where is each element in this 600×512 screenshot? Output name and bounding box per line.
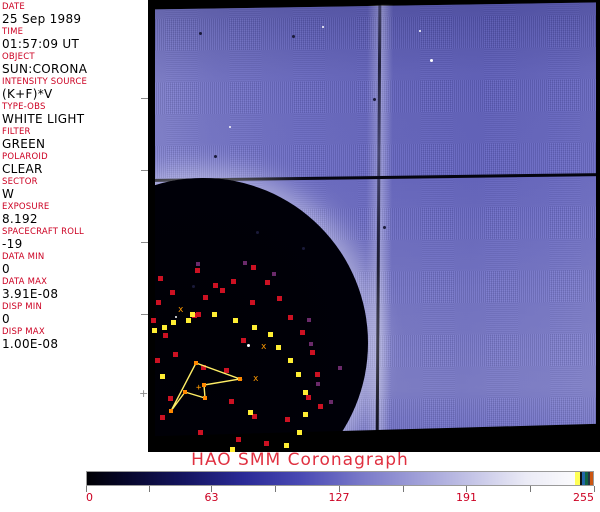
metadata-value: W bbox=[2, 187, 139, 201]
metadata-label: SECTOR bbox=[2, 177, 139, 187]
metadata-value: WHITE LIGHT bbox=[2, 112, 139, 126]
metadata-label: EXPOSURE bbox=[2, 202, 139, 212]
metadata-value: CLEAR bbox=[2, 162, 139, 176]
axis-tick-left bbox=[141, 314, 148, 315]
metadata-value: -19 bbox=[2, 237, 139, 251]
corona-field: + x x x bbox=[148, 0, 600, 452]
cross-marker: x bbox=[253, 375, 258, 384]
axis-tick-left bbox=[141, 170, 148, 171]
metadata-value: GREEN bbox=[2, 137, 139, 151]
metadata-label: DISP MAX bbox=[2, 327, 139, 337]
polygon-vertex[interactable] bbox=[183, 390, 187, 394]
colorbar[interactable] bbox=[86, 471, 594, 486]
polygon-center-marker: + bbox=[196, 384, 201, 393]
metadata-label: DATA MIN bbox=[2, 252, 139, 262]
metadata-row: INTENSITY SOURCE (K+F)*V bbox=[2, 77, 139, 101]
metadata-label: SPACECRAFT ROLL bbox=[2, 227, 139, 237]
colorbar-tick bbox=[594, 486, 595, 492]
colorbar-tick-label: 191 bbox=[456, 492, 477, 504]
metadata-row: DISP MAX 1.00E-08 bbox=[2, 327, 139, 351]
metadata-value: 01:57:09 UT bbox=[2, 37, 139, 51]
metadata-row: SPACECRAFT ROLL -19 bbox=[2, 227, 139, 251]
polygon-vertex[interactable] bbox=[194, 361, 198, 365]
colorbar-panel: HAO SMM Coronagraph 0 63 127 191 255 bbox=[0, 452, 600, 512]
colorbar-labels: 0 63 127 191 255 bbox=[86, 492, 594, 506]
metadata-panel: DATE 25 Sep 1989 TIME 01:57:09 UT OBJECT… bbox=[0, 0, 139, 455]
polygon-vertex[interactable] bbox=[203, 396, 207, 400]
colorbar-tick-label: 63 bbox=[204, 492, 218, 504]
colorbar-tick-label: 127 bbox=[328, 492, 349, 504]
polygon-vertex[interactable] bbox=[238, 377, 242, 381]
metadata-row: DATE 25 Sep 1989 bbox=[2, 2, 139, 26]
metadata-label: DISP MIN bbox=[2, 302, 139, 312]
coronagraph-image[interactable]: + x x x bbox=[148, 0, 600, 452]
metadata-value: 0 bbox=[2, 262, 139, 276]
metadata-value: 3.91E-08 bbox=[2, 287, 139, 301]
metadata-value: (K+F)*V bbox=[2, 87, 139, 101]
metadata-value: 25 Sep 1989 bbox=[2, 12, 139, 26]
colorbar-gradient bbox=[87, 472, 575, 485]
metadata-value: 1.00E-08 bbox=[2, 337, 139, 351]
metadata-label: OBJECT bbox=[2, 52, 139, 62]
metadata-value: 8.192 bbox=[2, 212, 139, 226]
axis-crosshair-left: + bbox=[139, 388, 148, 399]
metadata-label: DATA MAX bbox=[2, 277, 139, 287]
cross-marker: x bbox=[178, 306, 183, 315]
metadata-value: 0 bbox=[2, 312, 139, 326]
colorbar-tick-label: 0 bbox=[86, 492, 93, 504]
metadata-row: EXPOSURE 8.192 bbox=[2, 202, 139, 226]
metadata-row: TIME 01:57:09 UT bbox=[2, 27, 139, 51]
metadata-label: INTENSITY SOURCE bbox=[2, 77, 139, 87]
metadata-label: POLAROID bbox=[2, 152, 139, 162]
metadata-row: FILTER GREEN bbox=[2, 127, 139, 151]
metadata-label: TYPE-OBS bbox=[2, 102, 139, 112]
metadata-row: DATA MIN 0 bbox=[2, 252, 139, 276]
metadata-row: OBJECT SUN:CORONA bbox=[2, 52, 139, 76]
colorbar-end-band bbox=[590, 472, 593, 485]
colorbar-tick-label: 255 bbox=[573, 492, 594, 504]
coronagraph-display: DATE 25 Sep 1989 TIME 01:57:09 UT OBJECT… bbox=[0, 0, 600, 512]
axis-tick-left bbox=[141, 98, 148, 99]
metadata-row: DISP MIN 0 bbox=[2, 302, 139, 326]
metadata-row: SECTOR W bbox=[2, 177, 139, 201]
cross-marker: x bbox=[261, 343, 266, 352]
region-polygon bbox=[148, 0, 600, 452]
polygon-vertex[interactable] bbox=[169, 409, 173, 413]
metadata-row: DATA MAX 3.91E-08 bbox=[2, 277, 139, 301]
metadata-label: TIME bbox=[2, 27, 139, 37]
metadata-label: FILTER bbox=[2, 127, 139, 137]
metadata-label: DATE bbox=[2, 2, 139, 12]
axis-tick-left bbox=[141, 242, 148, 243]
instrument-title: HAO SMM Coronagraph bbox=[0, 450, 600, 470]
metadata-row: POLAROID CLEAR bbox=[2, 152, 139, 176]
metadata-value: SUN:CORONA bbox=[2, 62, 139, 76]
metadata-row: TYPE-OBS WHITE LIGHT bbox=[2, 102, 139, 126]
polygon-vertex[interactable] bbox=[202, 383, 206, 387]
